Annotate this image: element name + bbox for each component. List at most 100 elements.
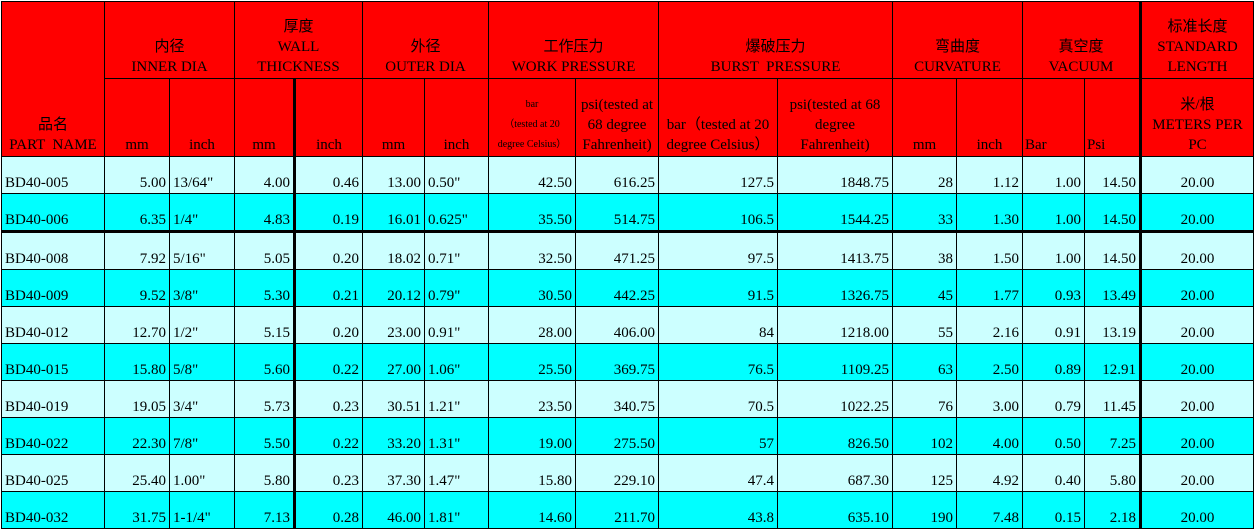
cell-vac-psi: 7.25 — [1084, 417, 1141, 455]
cell-curv-mm: 45 — [892, 269, 957, 307]
standard-length-en2: LENGTH — [1167, 59, 1228, 75]
cell-curv-mm: 38 — [892, 231, 957, 270]
cell-vac-bar: 0.91 — [1022, 306, 1085, 344]
cell-burst-bar: 43.8 — [658, 491, 778, 529]
unit-work-bar: bar （tested at 20 degree Celsius） — [488, 78, 576, 157]
cell-wall-inch: 0.22 — [293, 417, 363, 455]
cell-curv-mm: 102 — [892, 417, 957, 455]
cell-vac-bar: 0.50 — [1022, 417, 1085, 455]
cell-inner-inch: 3/8" — [169, 269, 235, 307]
cell-outer-mm: 37.30 — [362, 454, 425, 492]
cell-curv-inch: 4.92 — [956, 454, 1023, 492]
cell-work-bar: 23.50 — [488, 380, 576, 418]
cell-work-psi: 340.75 — [575, 380, 659, 418]
cell-vac-psi: 14.50 — [1084, 231, 1141, 270]
cell-inner-mm: 19.05 — [104, 380, 170, 418]
cell-curv-inch: 1.12 — [956, 156, 1023, 194]
cell-wall-mm: 4.00 — [234, 156, 295, 194]
table-row: BD40-006 6.35 1/4" 4.83 0.19 16.01 0.625" 35.50… — [1, 193, 1254, 233]
part-name-cn: 品名 — [37, 117, 68, 133]
unit-length: 米/根 METERS PER PC — [1139, 78, 1254, 157]
standard-length-en1: STANDARD — [1157, 39, 1238, 55]
cell-curv-mm: 63 — [892, 343, 957, 381]
header-wall: 厚度 WALL THICKNESS — [234, 1, 363, 79]
cell-outer-inch: 0.71" — [424, 231, 489, 270]
cell-vac-psi: 13.19 — [1084, 306, 1141, 344]
cell-vac-bar: 0.79 — [1022, 380, 1085, 418]
cell-inner-mm: 5.00 — [104, 156, 170, 194]
cell-outer-mm: 23.00 — [362, 306, 425, 344]
unit-wall-inch: inch — [293, 78, 363, 157]
length-unit-en: METERS PER PC — [1152, 117, 1243, 153]
cell-wall-mm: 5.60 — [234, 343, 295, 381]
cell-outer-inch: 0.91" — [424, 306, 489, 344]
cell-outer-mm: 18.02 — [362, 231, 425, 270]
curvature-cn: 弯曲度 — [934, 39, 980, 55]
cell-vac-psi: 14.50 — [1084, 156, 1141, 194]
header-outer-dia: 外径 OUTER DIA — [362, 1, 489, 79]
header-inner-dia: 内径 INNER DIA — [104, 1, 235, 79]
cell-wall-inch: 0.28 — [293, 491, 363, 529]
cell-inner-mm: 25.40 — [104, 454, 170, 492]
table-row: BD40-032 31.75 1-1/4" 7.13 0.28 46.00 1.81" 14.… — [1, 491, 1254, 529]
cell-work-bar: 32.50 — [488, 231, 576, 270]
cell-curv-inch: 7.48 — [956, 491, 1023, 529]
cell-length: 20.00 — [1139, 380, 1254, 418]
cell-inner-inch: 7/8" — [169, 417, 235, 455]
cell-wall-inch: 0.21 — [293, 269, 363, 307]
cell-length: 20.00 — [1139, 343, 1254, 381]
unit-inner-mm: mm — [104, 78, 170, 157]
cell-wall-inch: 0.23 — [293, 380, 363, 418]
cell-vac-bar: 0.89 — [1022, 343, 1085, 381]
cell-wall-mm: 5.50 — [234, 417, 295, 455]
table-row: BD40-025 25.40 1.00" 5.80 0.23 37.30 1.47" 15.8… — [1, 454, 1254, 492]
cell-outer-inch: 0.79" — [424, 269, 489, 307]
cell-wall-inch: 0.19 — [293, 193, 363, 233]
cell-outer-inch: 1.06" — [424, 343, 489, 381]
cell-length: 20.00 — [1139, 306, 1254, 344]
cell-burst-psi: 1848.75 — [777, 156, 893, 194]
cell-work-bar: 35.50 — [488, 193, 576, 233]
cell-burst-bar: 91.5 — [658, 269, 778, 307]
cell-vac-bar: 1.00 — [1022, 193, 1085, 233]
cell-vac-psi: 2.18 — [1084, 491, 1141, 529]
curvature-en: CURVATURE — [914, 59, 1001, 75]
cell-work-psi: 442.25 — [575, 269, 659, 307]
header-burst-pressure: 爆破压力 BURST PRESSURE — [658, 1, 893, 79]
cell-curv-mm: 125 — [892, 454, 957, 492]
cell-burst-bar: 84 — [658, 306, 778, 344]
cell-wall-mm: 4.83 — [234, 193, 295, 233]
table-row: BD40-012 12.70 1/2" 5.15 0.20 23.00 0.91" 28.00… — [1, 306, 1254, 344]
cell-work-psi: 229.10 — [575, 454, 659, 492]
unit-burst-psi: psi(tested at 68 degree Fahrenheit) — [777, 78, 893, 157]
cell-wall-mm: 7.13 — [234, 491, 295, 529]
cell-length: 20.00 — [1139, 193, 1254, 233]
cell-vac-bar: 0.40 — [1022, 454, 1085, 492]
cell-work-bar: 15.80 — [488, 454, 576, 492]
unit-vac-bar: Bar — [1022, 78, 1085, 157]
cell-burst-psi: 635.10 — [777, 491, 893, 529]
cell-burst-psi: 1218.00 — [777, 306, 893, 344]
cell-burst-psi: 826.50 — [777, 417, 893, 455]
cell-burst-psi: 1022.25 — [777, 380, 893, 418]
cell-wall-mm: 5.80 — [234, 454, 295, 492]
cell-curv-inch: 1.50 — [956, 231, 1023, 270]
cell-outer-mm: 27.00 — [362, 343, 425, 381]
cell-inner-inch: 13/64" — [169, 156, 235, 194]
cell-outer-mm: 16.01 — [362, 193, 425, 233]
cell-burst-bar: 76.5 — [658, 343, 778, 381]
cell-part-name: BD40-009 — [1, 269, 105, 307]
header-curvature: 弯曲度 CURVATURE — [892, 1, 1023, 79]
cell-outer-inch: 1.47" — [424, 454, 489, 492]
cell-wall-inch: 0.46 — [293, 156, 363, 194]
cell-inner-inch: 1/4" — [169, 193, 235, 233]
cell-burst-psi: 1413.75 — [777, 231, 893, 270]
burst-pressure-cn: 爆破压力 — [745, 39, 806, 55]
inner-dia-en: INNER DIA — [131, 59, 208, 75]
cell-curv-inch: 1.77 — [956, 269, 1023, 307]
cell-work-bar: 14.60 — [488, 491, 576, 529]
cell-burst-psi: 1326.75 — [777, 269, 893, 307]
cell-wall-mm: 5.15 — [234, 306, 295, 344]
unit-work-psi: psi(tested at 68 degree Fahrenheit) — [575, 78, 659, 157]
